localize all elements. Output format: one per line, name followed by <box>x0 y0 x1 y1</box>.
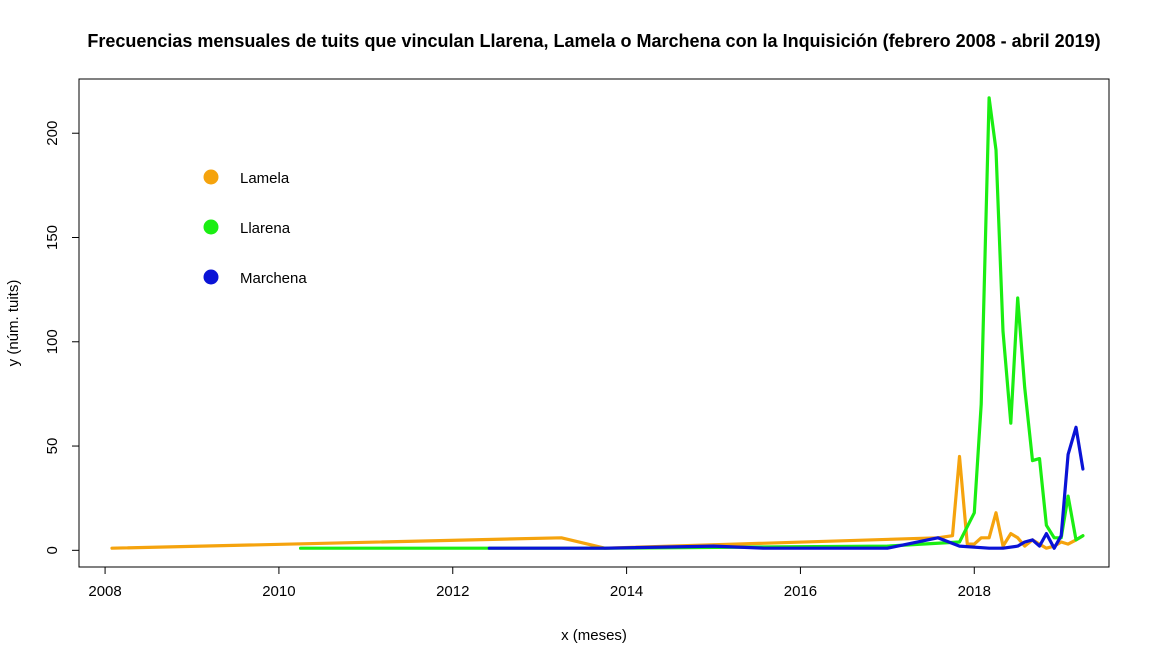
x-tick-label: 2010 <box>262 583 295 600</box>
legend-marker-marchena <box>203 269 219 285</box>
series-line-marchena <box>487 425 1085 550</box>
y-tick-label: 200 <box>44 121 61 146</box>
x-tick-label: 2012 <box>436 583 469 600</box>
legend-label-marchena: Marchena <box>240 270 307 287</box>
series-layer <box>110 96 1085 550</box>
legend-marker-lamela <box>203 169 219 185</box>
y-tick-label: 50 <box>44 438 61 455</box>
legend-marker-llarena <box>203 219 219 235</box>
y-tick-label: 0 <box>44 546 61 554</box>
x-tick-label: 2016 <box>784 583 817 600</box>
y-axis-label: y (núm. tuits) <box>5 280 22 367</box>
axes: 2008 2010 2012 2014 2016 2018 0 50 100 150 200 <box>44 121 991 600</box>
legend-label-lamela: Lamela <box>240 170 290 187</box>
y-tick-label: 100 <box>44 329 61 354</box>
series-line-lamela <box>110 454 1085 550</box>
legend-label-llarena: Llarena <box>240 220 291 237</box>
series-line-llarena <box>299 96 1085 550</box>
x-tick-label: 2008 <box>88 583 121 600</box>
legend: Lamela Llarena Marchena <box>203 169 307 287</box>
plot-frame <box>78 78 1110 568</box>
x-tick-label: 2018 <box>958 583 991 600</box>
chart-title: Frecuencias mensuales de tuits que vincu… <box>87 31 1100 51</box>
y-tick-label: 150 <box>44 225 61 250</box>
x-tick-label: 2014 <box>610 583 643 600</box>
x-axis-label: x (meses) <box>561 627 627 644</box>
